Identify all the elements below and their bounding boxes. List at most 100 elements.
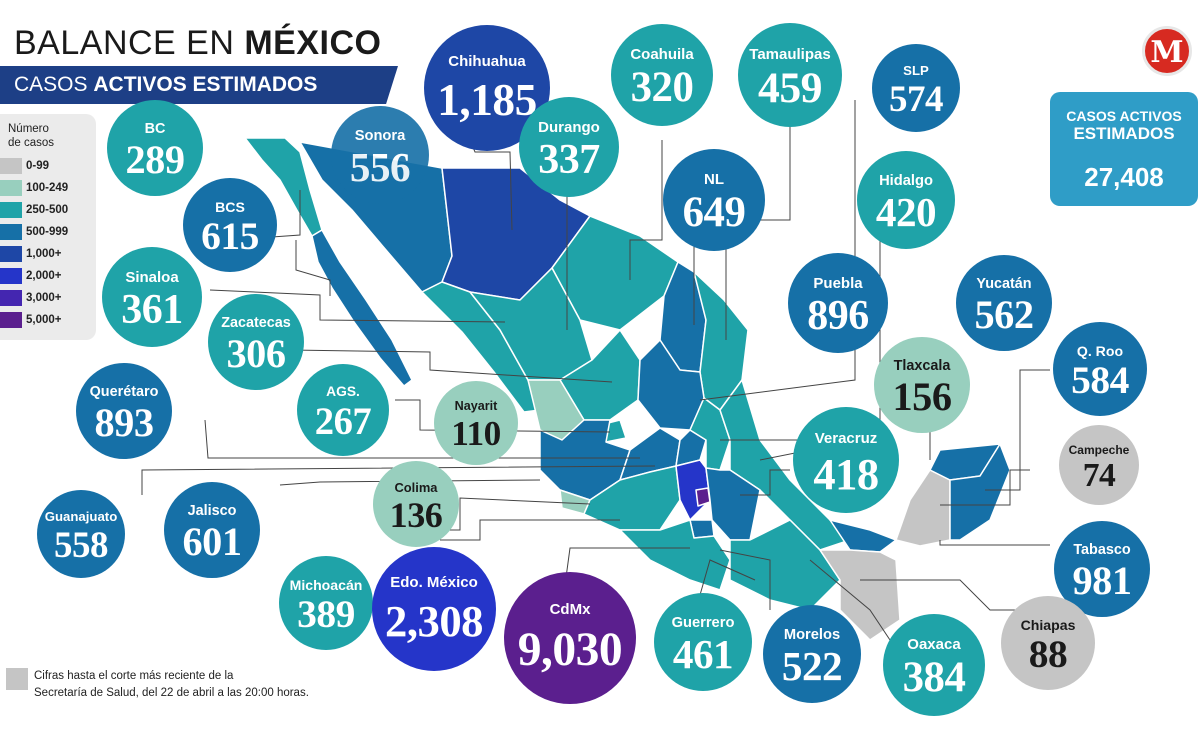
state-bubble: Querétaro 893 bbox=[76, 363, 172, 459]
state-name: Morelos bbox=[783, 626, 841, 643]
state-value: 110 bbox=[451, 414, 501, 454]
state-bubble: Oaxaca 384 bbox=[883, 614, 985, 716]
state-value: 459 bbox=[757, 63, 823, 112]
total-label-line2: ESTIMADOS bbox=[1073, 124, 1175, 143]
state-value: 574 bbox=[889, 77, 943, 119]
legend-swatch bbox=[0, 158, 22, 174]
state-bubble: NL 649 bbox=[663, 149, 765, 251]
state-value: 522 bbox=[781, 643, 843, 690]
legend-label: 2,000+ bbox=[26, 270, 62, 282]
legend-label: 3,000+ bbox=[26, 292, 62, 304]
state-name: Durango bbox=[538, 119, 600, 136]
region-tabasco bbox=[829, 519, 897, 553]
legend-title-line1: Número bbox=[8, 123, 49, 135]
state-name: Tamaulipas bbox=[749, 45, 831, 63]
legend-title: Número de casos bbox=[8, 122, 54, 150]
state-value: 558 bbox=[54, 523, 108, 565]
state-bubble: Sinaloa 361 bbox=[102, 247, 202, 347]
legend-label: 1,000+ bbox=[26, 248, 62, 260]
legend: Número de casos 0-99 100-249 250-500 500-999… bbox=[0, 114, 96, 340]
state-bubble: Chiapas 88 bbox=[1001, 596, 1095, 690]
legend-item: 0-99 bbox=[0, 158, 49, 174]
state-name: Tabasco bbox=[1073, 542, 1131, 559]
source-note: Cifras hasta el corte más reciente de la… bbox=[6, 668, 309, 702]
state-bubble: Campeche 74 bbox=[1059, 425, 1139, 505]
state-bubble: CdMx 9,030 bbox=[504, 572, 636, 704]
title-part1: BALANCE EN bbox=[14, 24, 245, 62]
legend-item: 250-500 bbox=[0, 202, 68, 218]
state-value: 389 bbox=[297, 592, 355, 637]
legend-swatch bbox=[0, 180, 22, 196]
state-bubble: Hidalgo 420 bbox=[857, 151, 955, 249]
state-name: CdMx bbox=[549, 601, 591, 619]
state-value: 1,185 bbox=[437, 74, 537, 125]
total-value: 27,408 bbox=[1084, 162, 1164, 192]
state-value: 267 bbox=[314, 400, 372, 443]
state-bubble: Guerrero 461 bbox=[654, 593, 752, 691]
main-title: BALANCE EN MÉXICO bbox=[14, 24, 381, 63]
state-name: Jalisco bbox=[187, 503, 237, 520]
state-bubble: Puebla 896 bbox=[788, 253, 888, 353]
state-value: 337 bbox=[538, 137, 600, 183]
legend-swatch bbox=[0, 246, 22, 262]
milenio-logo: M bbox=[1142, 26, 1192, 76]
legend-title-line2: de casos bbox=[8, 137, 55, 149]
state-value: 361 bbox=[121, 287, 183, 333]
state-name: Querétaro bbox=[89, 384, 159, 401]
subtitle-part1: CASOS bbox=[14, 73, 94, 96]
legend-swatch bbox=[0, 268, 22, 284]
state-bubble: Coahuila 320 bbox=[611, 24, 713, 126]
state-name: Michoacán bbox=[289, 576, 363, 593]
state-value: 289 bbox=[125, 137, 185, 183]
state-name: Guerrero bbox=[671, 614, 735, 631]
state-bubble: Michoacán 389 bbox=[279, 556, 373, 650]
state-value: 601 bbox=[182, 519, 242, 565]
state-name: Colima bbox=[394, 479, 438, 495]
legend-item: 3,000+ bbox=[0, 290, 62, 306]
state-bubble: BC 289 bbox=[107, 100, 203, 196]
state-value: 418 bbox=[813, 448, 879, 499]
legend-item: 500-999 bbox=[0, 224, 68, 240]
state-bubble: Yucatán 562 bbox=[956, 255, 1052, 351]
state-name: Edo. México bbox=[390, 574, 478, 592]
state-bubble: Tlaxcala 156 bbox=[874, 337, 970, 433]
region-qroo bbox=[949, 443, 1011, 541]
total-box: CASOS ACTIVOS ESTIMADOS 27,408 bbox=[1050, 92, 1198, 206]
legend-swatch bbox=[0, 312, 22, 328]
state-value: 88 bbox=[1028, 632, 1068, 677]
state-value: 562 bbox=[974, 292, 1034, 338]
state-value: 981 bbox=[1072, 558, 1132, 604]
state-name: Guanajuato bbox=[44, 509, 118, 525]
region-campeche bbox=[895, 469, 951, 547]
state-bubble: Zacatecas 306 bbox=[208, 294, 304, 390]
state-bubble: Guanajuato 558 bbox=[37, 490, 125, 578]
state-name: Coahuila bbox=[630, 46, 694, 64]
state-name: Chiapas bbox=[1020, 616, 1076, 633]
legend-label: 500-999 bbox=[26, 226, 69, 238]
state-value: 649 bbox=[682, 188, 746, 236]
logo-letter: M bbox=[1150, 35, 1184, 70]
state-value: 461 bbox=[672, 631, 734, 678]
state-value: 384 bbox=[902, 653, 966, 701]
state-name: BCS bbox=[215, 198, 245, 215]
state-name: Sinaloa bbox=[125, 269, 179, 286]
state-bubble: Sonora 556 bbox=[331, 106, 429, 204]
legend-label: 250-500 bbox=[26, 204, 69, 216]
legend-item: 2,000+ bbox=[0, 268, 62, 284]
state-name: Yucatán bbox=[976, 276, 1032, 293]
state-value: 320 bbox=[630, 63, 694, 111]
legend-swatch bbox=[0, 202, 22, 218]
state-name: Oaxaca bbox=[907, 636, 961, 654]
state-name: Nayarit bbox=[454, 399, 498, 414]
region-queretaro bbox=[675, 429, 707, 467]
state-value: 156 bbox=[892, 374, 952, 420]
note-line1: Cifras hasta el corte más reciente de la bbox=[34, 670, 234, 682]
legend-label: 0-99 bbox=[26, 160, 50, 172]
state-name: BC bbox=[144, 121, 166, 138]
region-veracruz bbox=[719, 379, 851, 551]
state-value: 136 bbox=[389, 495, 443, 536]
state-bubble: Q. Roo 584 bbox=[1053, 322, 1147, 416]
legend-item: 1,000+ bbox=[0, 246, 62, 262]
region-chiapas bbox=[819, 549, 901, 641]
